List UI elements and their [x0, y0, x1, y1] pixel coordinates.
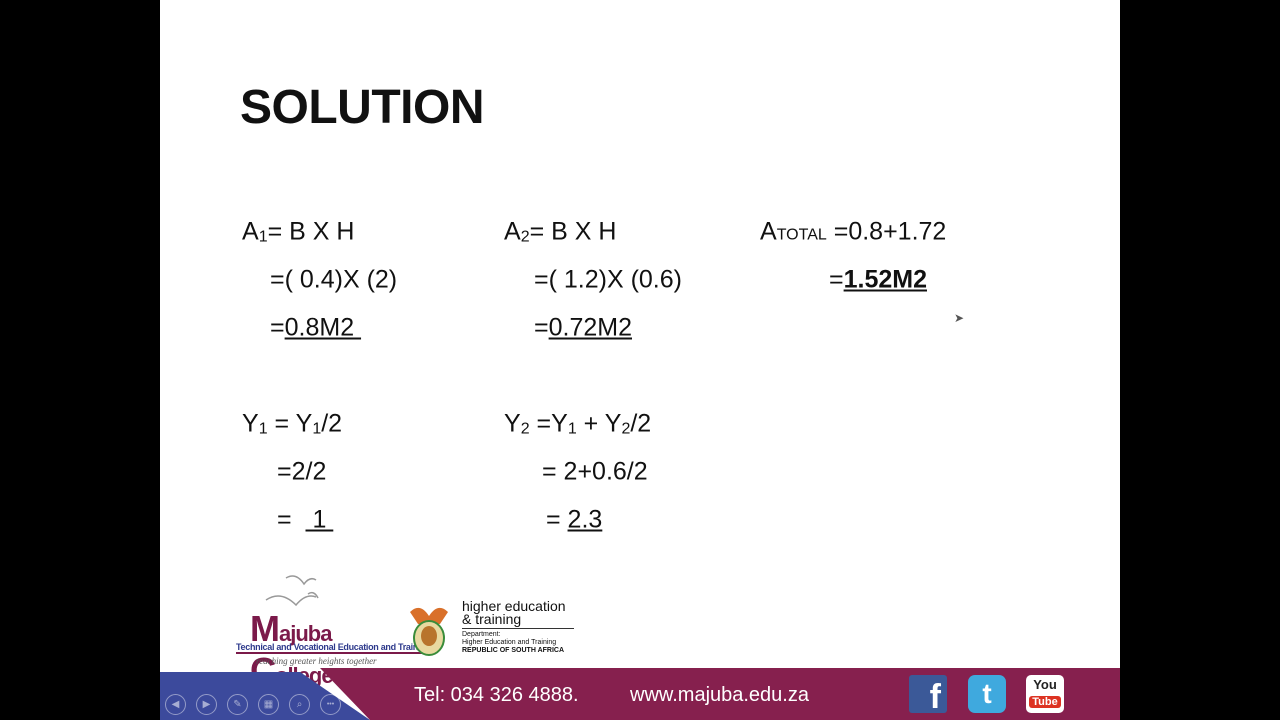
dhet-department: Department: Higher Education and Training: [462, 631, 557, 646]
slide: SOLUTION A1= B X H =( 0.4)X (2) =0.8M2 Y…: [160, 0, 1120, 720]
slide-title: SOLUTION: [240, 81, 485, 134]
see-all-slides-button[interactable]: ▦: [258, 694, 279, 715]
majuba-college-logo: Majuba College Technical and Vocational …: [236, 570, 431, 691]
col1-centroid-formula: Y1 = Y1/2: [242, 409, 343, 438]
dhet-country: REPUBLIC OF SOUTH AFRICA: [462, 647, 565, 654]
col2-centroid-substitution: = 2+0.6/2: [542, 457, 648, 486]
col1-centroid-substitution: =2/2: [277, 457, 327, 486]
dhet-title: higher education & training: [462, 599, 574, 629]
previous-slide-button[interactable]: ◀: [165, 694, 186, 715]
youtube-icon[interactable]: You Tube: [1026, 675, 1064, 713]
facebook-icon[interactable]: f: [909, 675, 947, 716]
col2-area-substitution: =( 1.2)X (0.6): [534, 265, 682, 294]
col2-area-formula: A2= B X H: [504, 217, 617, 246]
college-tagline: reaching greater heights together: [256, 656, 377, 666]
col2-centroid-formula: Y2 =Y1 + Y2/2: [504, 409, 652, 438]
next-slide-button[interactable]: ▶: [196, 694, 217, 715]
col1-centroid-result: = 1: [277, 505, 334, 534]
col1-area-result: =0.8M2: [270, 313, 362, 342]
col3-total-area-result: =1.52M2: [829, 265, 927, 294]
col1-area-substitution: =( 0.4)X (2): [270, 265, 398, 294]
col1-area-formula: A1= B X H: [242, 217, 355, 246]
mouse-cursor-icon: ➤: [954, 311, 965, 325]
dhet-logo: higher education & training Department: Hi…: [462, 599, 574, 654]
col2-area-result: =0.72M2: [534, 313, 632, 342]
footer-website-link[interactable]: www.majuba.edu.za: [630, 684, 809, 706]
col2-centroid-result: = 2.3: [546, 505, 603, 534]
twitter-icon[interactable]: t: [968, 675, 1006, 713]
birds-icon: [265, 575, 319, 607]
coat-of-arms-icon: [410, 607, 448, 656]
college-subtitle: Technical and Vocational Education and T…: [236, 642, 431, 654]
pen-tool-button[interactable]: ✎: [227, 694, 248, 715]
footer-telephone: Tel: 034 326 4888.: [414, 684, 579, 706]
more-options-button[interactable]: •••: [320, 694, 341, 715]
col3-total-area-formula: ATOTAL =0.8+1.72: [760, 217, 947, 246]
zoom-button[interactable]: ⌕: [289, 694, 310, 715]
